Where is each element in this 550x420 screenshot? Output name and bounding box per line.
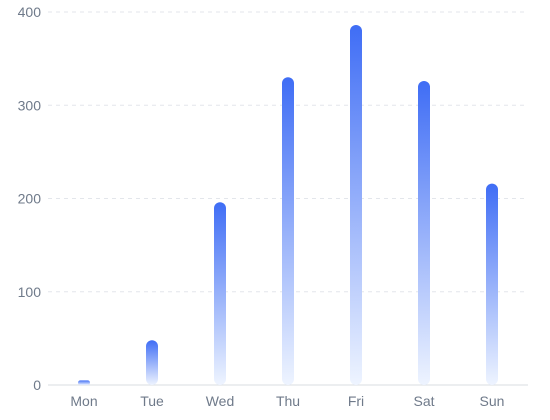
x-tick-label: Sat xyxy=(413,393,434,409)
x-tick-label: Sun xyxy=(480,393,505,409)
x-tick-label: Mon xyxy=(70,393,97,409)
bar-sun[interactable] xyxy=(486,183,498,385)
bar-mon[interactable] xyxy=(78,380,90,385)
x-tick-label: Thu xyxy=(276,393,300,409)
bar-wed[interactable] xyxy=(214,202,226,385)
y-tick-label: 400 xyxy=(18,4,42,20)
bar-series xyxy=(78,25,498,386)
x-tick-label: Fri xyxy=(348,393,364,409)
y-tick-label: 200 xyxy=(18,191,42,207)
y-axis-ticks: 0 100 200 300 400 xyxy=(18,4,42,393)
bar-tue[interactable] xyxy=(146,340,158,385)
x-tick-label: Wed xyxy=(206,393,235,409)
x-tick-label: Tue xyxy=(140,393,164,409)
bar-thu[interactable] xyxy=(282,77,294,386)
y-tick-label: 0 xyxy=(33,377,41,393)
y-tick-label: 100 xyxy=(18,284,42,300)
bar-fri[interactable] xyxy=(350,25,362,386)
y-tick-label: 300 xyxy=(18,97,42,113)
x-axis-ticks: Mon Tue Wed Thu Fri Sat Sun xyxy=(70,393,504,409)
bar-sat[interactable] xyxy=(418,81,430,385)
